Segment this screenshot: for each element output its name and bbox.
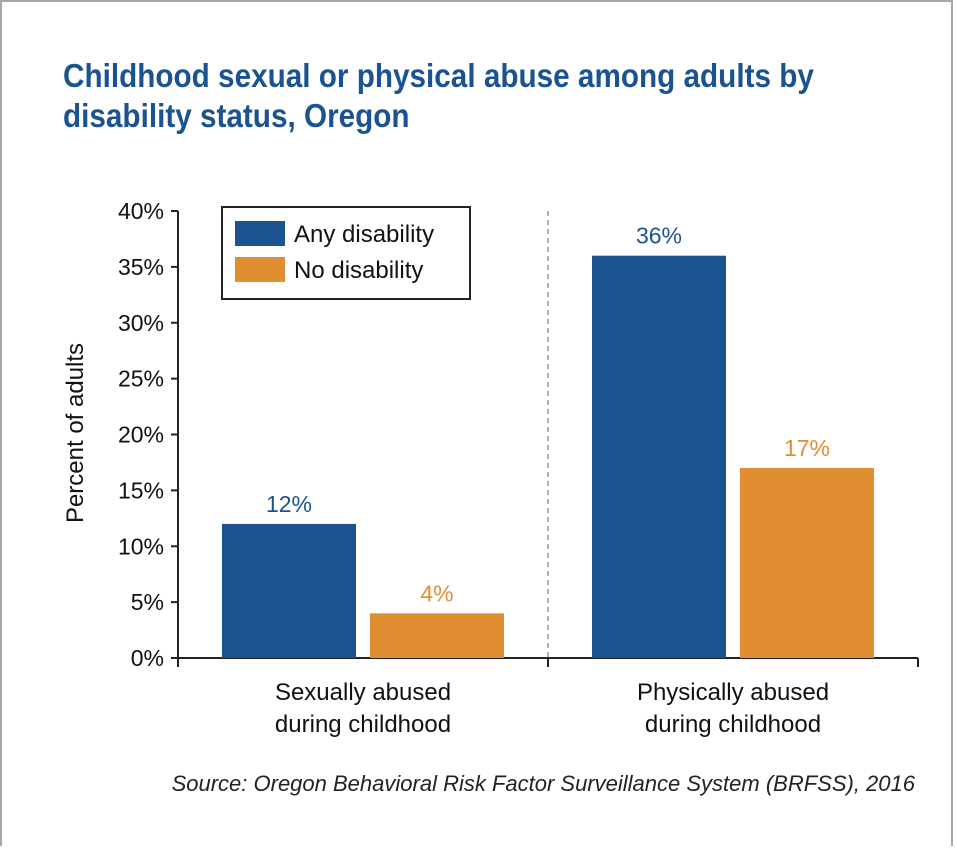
chart-title: Childhood sexual or physical abuse among… <box>63 57 814 134</box>
y-tick-label: 20% <box>118 422 164 448</box>
legend-swatch <box>235 257 285 282</box>
x-category-label: during childhood <box>275 711 451 738</box>
x-category-label: Physically abused <box>637 679 829 706</box>
legend-swatch <box>235 221 285 246</box>
y-axis-label: Percent of adults <box>62 343 89 523</box>
data-label: 17% <box>784 435 830 461</box>
data-label: 12% <box>266 491 312 517</box>
y-tick-label: 35% <box>118 254 164 280</box>
y-tick-label: 0% <box>131 645 164 671</box>
bar <box>592 255 726 658</box>
legend-label: No disability <box>294 257 423 284</box>
y-tick-label: 15% <box>118 477 164 503</box>
bar <box>370 613 504 658</box>
bar <box>740 468 874 658</box>
source-note: Source: Oregon Behavioral Risk Factor Su… <box>171 771 915 796</box>
data-label: 4% <box>420 580 453 606</box>
x-category-label: during childhood <box>645 711 821 738</box>
bars: 12% 4% 36% 17% <box>222 223 874 658</box>
legend: Any disability No disability <box>221 206 471 300</box>
y-tick-label: 40% <box>118 198 164 224</box>
y-axis: 0% 5% 10% 15% 20% 25% 30% 35% 40% <box>118 198 179 671</box>
y-tick-label: 30% <box>118 310 164 336</box>
x-category-label: Sexually abused <box>275 679 451 706</box>
y-tick-label: 5% <box>131 589 164 615</box>
legend-label: Any disability <box>294 221 434 248</box>
bar <box>222 523 356 658</box>
y-tick-label: 10% <box>118 533 164 559</box>
y-tick-label: 25% <box>118 366 164 392</box>
data-label: 36% <box>636 223 682 249</box>
